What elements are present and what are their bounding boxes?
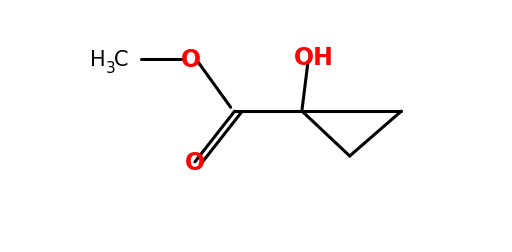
Text: O: O bbox=[185, 150, 205, 174]
Text: 3: 3 bbox=[105, 61, 115, 76]
Text: C: C bbox=[114, 49, 128, 69]
Text: OH: OH bbox=[294, 45, 334, 69]
Text: O: O bbox=[181, 47, 201, 71]
Text: H: H bbox=[90, 49, 105, 69]
